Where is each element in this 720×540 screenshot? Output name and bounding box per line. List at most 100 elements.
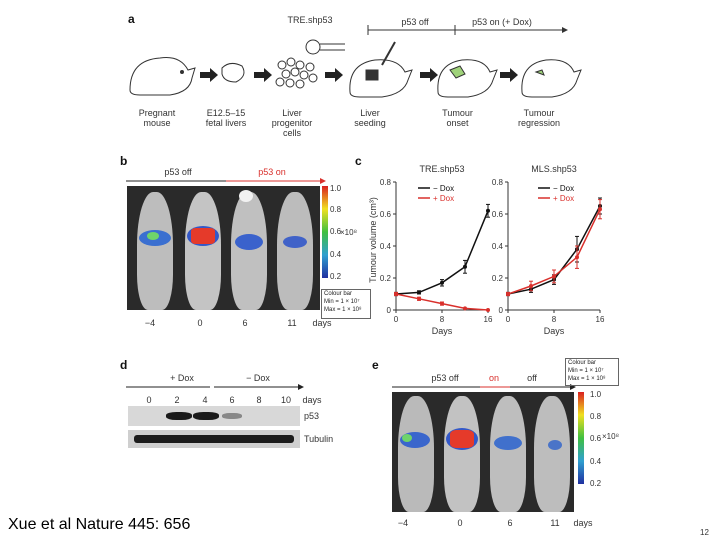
c-data-point <box>440 301 444 306</box>
c-x-tick-label: 16 <box>484 315 493 324</box>
d-blot-p53 <box>128 406 300 426</box>
e-cb-unit: ×10⁸ <box>602 432 619 441</box>
b-timeline-arrow <box>126 178 326 184</box>
d-day-3: 4 <box>202 395 208 405</box>
e-cb-tick-5: 0.2 <box>590 479 602 488</box>
b-cb-unit: ×10⁸ <box>340 228 357 237</box>
b-cb-tick-4: 0.4 <box>330 250 342 259</box>
step-1-label: Pregnant mouse <box>138 108 176 128</box>
e-cb-title: Colour bar <box>568 360 597 366</box>
d-timeline-arrow <box>126 384 304 390</box>
c-x-tick-label: 8 <box>552 315 557 324</box>
b-cb-title: Colour bar <box>324 291 353 297</box>
pregnant-mouse-drawing <box>129 57 196 96</box>
c-data-point <box>575 255 579 260</box>
d-day-4: 6 <box>229 395 235 405</box>
c-data-point <box>529 284 533 288</box>
b-cb-tick-2: 0.8 <box>330 205 342 214</box>
b-colour-bar-legend: Colour bar Min = 1 × 10⁷ Max = 1 × 10⁸ <box>321 289 371 319</box>
schematic-drawing <box>129 25 582 98</box>
citation-text: Xue et al Nature 445: 656 <box>8 516 191 533</box>
c-data-point <box>417 290 421 295</box>
c-x-tick-label: 0 <box>506 315 511 324</box>
c-data-point <box>440 280 444 285</box>
c-data-point <box>506 292 510 296</box>
e-cb-min: Min = 1 × 10⁷ <box>568 368 604 374</box>
c-x-axis-label: Days <box>432 326 453 336</box>
c-legend-label: + Dox <box>433 194 454 203</box>
e-day-4: 11 <box>550 518 560 528</box>
e-colour-bar-legend: Colour bar Min = 1 × 10⁷ Max = 1 × 10⁸ <box>565 358 619 386</box>
c-y-tick-label: 0.2 <box>380 274 392 283</box>
e-cb-tick-2: 0.8 <box>590 412 602 421</box>
b-colorbar <box>322 186 328 278</box>
e-cb-tick-3: 0.6 <box>590 434 602 443</box>
d-blot-tubulin <box>128 430 300 448</box>
step-3-label: Liver progenitor cells <box>271 108 313 138</box>
e-day-1: −4 <box>397 518 409 528</box>
c-data-point <box>463 306 467 311</box>
panel-e-letter: e <box>372 358 379 372</box>
d-band-tubulin: Tubulin <box>304 434 334 444</box>
e-cb-tick-4: 0.4 <box>590 457 602 466</box>
e-timeline-arrow <box>392 384 576 390</box>
c-data-point <box>598 207 602 212</box>
c-x-tick-label: 8 <box>440 315 445 324</box>
p53-on-label: p53 on (+ Dox) <box>472 17 532 27</box>
b-cb-max: Max = 1 × 10⁸ <box>324 307 362 313</box>
e-day-2: 0 <box>457 518 463 528</box>
panel-d-letter: d <box>120 358 128 372</box>
b-p53-on-label: p53 on <box>258 167 286 177</box>
c-x-tick-label: 0 <box>394 315 399 324</box>
c-data-point <box>394 292 398 296</box>
e-colorbar <box>578 392 584 484</box>
step-6-label: Tumour regression <box>517 108 561 128</box>
liver-seeding-mouse-drawing <box>349 41 413 98</box>
panel-c-letter: c <box>355 154 362 168</box>
c-charts: Tumour volume (cm³) TRE.shp53 0 0.2 0.4 0.6 0.… <box>368 164 605 336</box>
e-day-3: 6 <box>507 518 513 528</box>
c-legend-label: − Dox <box>433 184 454 193</box>
d-day-5: 8 <box>256 395 262 405</box>
p53-off-label: p53 off <box>401 17 429 27</box>
progenitor-cells-drawing <box>275 57 318 89</box>
c-legend-label: + Dox <box>553 194 574 203</box>
c-y-tick-label: 0.8 <box>492 178 504 187</box>
c-y-tick-label: 0.4 <box>380 242 392 251</box>
c-data-point <box>552 274 556 279</box>
e-on: on <box>488 373 499 383</box>
c-y-tick-label: 0.8 <box>380 178 392 187</box>
e-cb-max: Max = 1 × 10⁸ <box>568 376 606 382</box>
tumour-onset-mouse-drawing <box>437 59 498 98</box>
c-y-tick-label: 0.6 <box>492 210 504 219</box>
c-plot-title: TRE.shp53 <box>419 164 464 174</box>
c-x-axis-label: Days <box>544 326 565 336</box>
b-day-2: 0 <box>197 318 203 328</box>
b-cb-tick-3: 0.6 <box>330 227 342 236</box>
d-day-1: 0 <box>146 395 152 405</box>
d-days-label: days <box>302 395 322 405</box>
step-2-label: E12.5–15 fetal livers <box>205 108 247 128</box>
b-day-3: 6 <box>242 318 248 328</box>
c-x-tick-label: 16 <box>596 315 605 324</box>
c-data-point <box>417 296 421 301</box>
b-p53-off-label: p53 off <box>164 167 192 177</box>
e-off: off <box>527 373 537 383</box>
c-legend-label: − Dox <box>553 184 574 193</box>
b-days-label: days <box>312 318 332 328</box>
tumour-regression-mouse-drawing <box>521 59 582 98</box>
c-y-tick-label: 0.6 <box>380 210 392 219</box>
e-cb-tick-1: 1.0 <box>590 390 602 399</box>
e-bioluminescence-image <box>392 392 574 512</box>
c-y-tick-label: 0.4 <box>492 242 504 251</box>
c-plot-title: MLS.shp53 <box>531 164 577 174</box>
c-y-tick-label: 0.2 <box>492 274 504 283</box>
e-days-label: days <box>573 518 593 528</box>
d-day-6: 10 <box>280 395 291 405</box>
b-day-4: 11 <box>287 318 297 328</box>
b-bioluminescence-image <box>127 186 320 310</box>
c-y-axis-label: Tumour volume (cm³) <box>368 197 378 283</box>
c-data-point <box>486 208 490 213</box>
e-p53-off: p53 off <box>431 373 459 383</box>
c-y-tick-label: 0 <box>499 306 504 315</box>
